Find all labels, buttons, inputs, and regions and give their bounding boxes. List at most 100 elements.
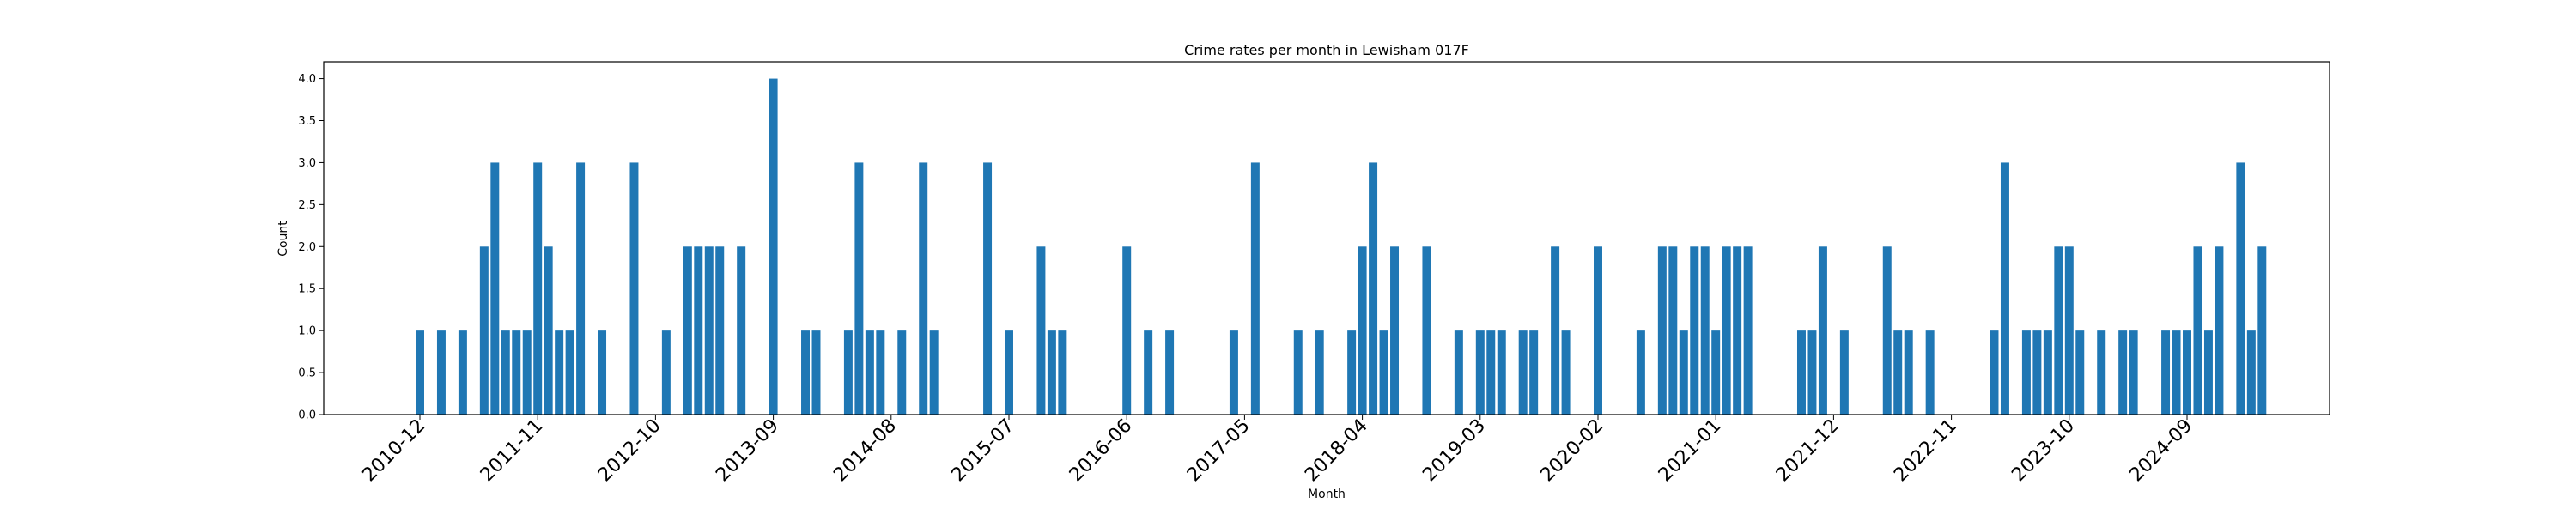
x-tick-label: 2013-09 xyxy=(712,415,783,487)
x-axis-ticks: 2010-12 2011-11 2012-10 2013-09 2014-08 2015-… xyxy=(359,415,2196,487)
bar-2019-11 xyxy=(1561,330,1571,415)
bar-2023-07 xyxy=(2032,330,2042,415)
bar-2015-05 xyxy=(983,162,993,415)
y-tick-label: 2.5 xyxy=(298,199,316,212)
bar-2023-06 xyxy=(2021,330,2031,415)
bar-2020-02 xyxy=(1594,246,1602,415)
x-tick-label: 2020-02 xyxy=(1537,415,1608,487)
bar-2025-04 xyxy=(2257,246,2267,415)
bar-2023-10 xyxy=(2064,246,2074,415)
x-axis-label: Month xyxy=(1308,488,1346,501)
bar-2013-01 xyxy=(683,246,692,415)
bar-2022-01 xyxy=(1839,330,1849,415)
bar-2020-10 xyxy=(1679,330,1688,415)
y-axis-label: Count xyxy=(276,221,290,257)
x-tick-label: 2014-08 xyxy=(829,415,901,487)
bar-2011-08 xyxy=(501,330,510,415)
bar-2014-06 xyxy=(865,330,874,415)
bar-2022-09 xyxy=(1925,330,1935,415)
bar-2021-02 xyxy=(1722,246,1731,415)
bar-2024-08 xyxy=(2172,330,2181,415)
y-tick-label: 3.5 xyxy=(298,115,316,128)
bar-2019-03 xyxy=(1475,330,1485,415)
bar-2023-08 xyxy=(2043,330,2052,415)
bar-2024-03 xyxy=(2118,330,2128,415)
bar-2017-06 xyxy=(1250,162,1260,415)
bar-2020-09 xyxy=(1668,246,1678,415)
bar-2017-10 xyxy=(1293,330,1303,415)
bar-2012-02 xyxy=(565,330,574,415)
bar-2012-03 xyxy=(576,162,586,415)
bar-2012-08 xyxy=(629,162,639,415)
bar-2013-02 xyxy=(694,246,703,415)
x-tick-label: 2012-10 xyxy=(594,415,665,487)
bar-2018-03 xyxy=(1347,330,1357,415)
bar-2014-01 xyxy=(811,330,821,415)
bar-2022-06 xyxy=(1893,330,1903,415)
bar-2014-11 xyxy=(919,162,928,415)
bar-2018-06 xyxy=(1379,330,1388,415)
bar-2022-05 xyxy=(1882,246,1892,415)
bar-2015-07 xyxy=(1005,330,1013,415)
x-tick-label: 2010-12 xyxy=(359,415,430,487)
bar-2011-12 xyxy=(544,246,553,415)
bar-2015-11 xyxy=(1047,330,1056,415)
bar-2019-08 xyxy=(1529,330,1539,415)
bar-2021-10 xyxy=(1807,330,1817,415)
x-tick-label: 2011-11 xyxy=(477,415,548,487)
bar-2019-10 xyxy=(1551,246,1560,415)
x-tick-label: 2016-06 xyxy=(1066,415,1137,487)
bar-2014-12 xyxy=(929,330,939,415)
bar-2024-11 xyxy=(2203,330,2213,415)
bar-2016-08 xyxy=(1144,330,1153,415)
bar-2024-07 xyxy=(2161,330,2171,415)
bar-2019-05 xyxy=(1497,330,1506,415)
x-tick-label: 2022-11 xyxy=(1890,415,1961,487)
bar-2020-08 xyxy=(1657,246,1667,415)
x-tick-label: 2023-10 xyxy=(2008,415,2079,487)
x-tick-label: 2021-01 xyxy=(1655,415,1726,487)
bar-2013-06 xyxy=(737,246,746,415)
y-tick-label: 4.0 xyxy=(298,73,316,86)
bar-2015-12 xyxy=(1058,330,1067,415)
y-tick-label: 1.0 xyxy=(298,325,316,338)
bar-2011-06 xyxy=(479,246,489,415)
y-tick-label: 2.0 xyxy=(298,241,316,254)
chart-title: Crime rates per month in Lewisham 017F xyxy=(1184,42,1469,58)
x-tick-label: 2021-12 xyxy=(1772,415,1844,487)
bar-2014-05 xyxy=(854,162,864,415)
bar-2015-10 xyxy=(1036,246,1046,415)
bar-2021-04 xyxy=(1743,246,1753,415)
bar-2024-10 xyxy=(2193,246,2202,415)
bar-2023-04 xyxy=(2000,162,2009,415)
bar-2021-03 xyxy=(1733,246,1742,415)
bar-2018-05 xyxy=(1369,162,1378,415)
bar-2024-04 xyxy=(2129,330,2138,415)
bar-2011-10 xyxy=(522,330,532,415)
bar-2020-11 xyxy=(1690,246,1699,415)
bar-2024-01 xyxy=(2097,330,2106,415)
bar-2025-02 xyxy=(2236,162,2245,415)
bar-2016-10 xyxy=(1165,330,1175,415)
bar-2017-04 xyxy=(1229,330,1238,415)
bar-2012-01 xyxy=(555,330,564,415)
bar-2019-04 xyxy=(1486,330,1496,415)
y-tick-label: 3.0 xyxy=(298,157,316,170)
bar-2014-09 xyxy=(897,330,907,415)
bar-2018-04 xyxy=(1358,246,1367,415)
bar-2024-09 xyxy=(2183,330,2191,415)
bar-2020-12 xyxy=(1700,246,1710,415)
y-tick-label: 0.0 xyxy=(298,409,316,422)
x-tick-label: 2017-05 xyxy=(1183,415,1255,487)
bar-2011-02 xyxy=(436,330,446,415)
bar-2017-12 xyxy=(1315,330,1324,415)
y-axis-ticks: 0.0 0.5 1.0 1.5 2.0 2.5 3.0 3.5 4.0 xyxy=(298,73,324,422)
bar-2012-11 xyxy=(661,330,671,415)
bar-2011-11 xyxy=(533,162,543,415)
bar-2013-04 xyxy=(715,246,725,415)
bar-2021-11 xyxy=(1818,246,1827,415)
bar-2018-10 xyxy=(1422,246,1431,415)
bar-2020-06 xyxy=(1636,330,1645,415)
bar-2024-12 xyxy=(2215,246,2224,415)
